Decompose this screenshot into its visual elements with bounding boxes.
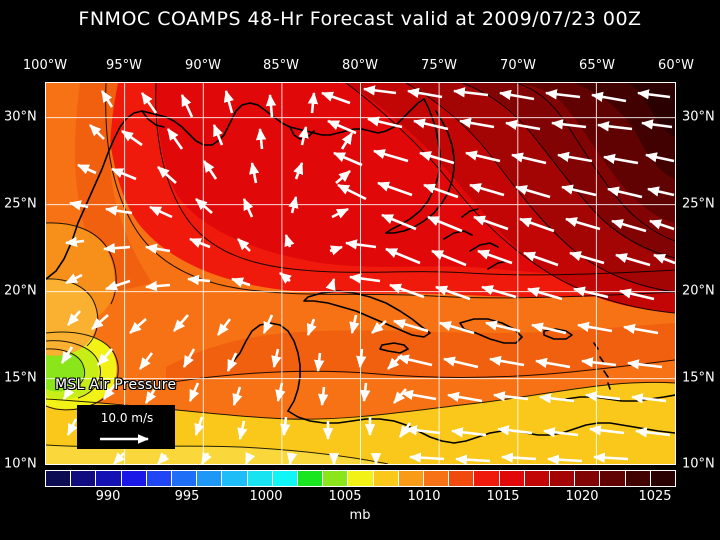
cb-tick-1005: 1005 xyxy=(328,489,362,504)
colorbar-cell xyxy=(222,471,248,486)
colorbar[interactable] xyxy=(45,470,676,487)
cb-tick-1015: 1015 xyxy=(486,489,520,504)
colorbar-cell xyxy=(298,471,324,486)
map-plot-area[interactable] xyxy=(45,82,676,465)
lat-tick-left-15n: 15°N xyxy=(4,370,37,386)
lon-tick-85w: 85°W xyxy=(263,58,299,73)
colorbar-cell xyxy=(348,471,374,486)
cb-tick-1010: 1010 xyxy=(407,489,441,504)
lat-tick-right-25n: 25°N xyxy=(682,196,715,212)
cb-tick-1025: 1025 xyxy=(638,489,672,504)
colorbar-cell xyxy=(600,471,626,486)
lon-tick-65w: 65°W xyxy=(579,58,615,73)
colorbar-cell xyxy=(449,471,475,486)
field-label: MSL Air Pressure xyxy=(55,377,177,393)
lon-tick-90w: 90°W xyxy=(185,58,221,73)
lat-tick-right-20n: 20°N xyxy=(682,283,715,299)
lon-tick-95w: 95°W xyxy=(106,58,142,73)
colorbar-cell xyxy=(272,471,299,486)
lat-tick-right-30n: 30°N xyxy=(682,109,715,125)
lat-tick-left-10n: 10°N xyxy=(4,456,37,472)
colorbar-cell xyxy=(247,471,273,486)
colorbar-cell xyxy=(71,471,97,486)
colorbar-cell xyxy=(46,471,72,486)
lon-tick-75w: 75°W xyxy=(421,58,457,73)
lon-tick-60w: 60°W xyxy=(658,58,694,73)
colorbar-units-label: mb xyxy=(349,508,371,523)
lat-tick-right-10n: 10°N xyxy=(682,456,715,472)
wind-scale-value: 10.0 m/s xyxy=(100,411,154,425)
colorbar-cell xyxy=(474,471,500,486)
lon-tick-80w: 80°W xyxy=(342,58,378,73)
colorbar-cell xyxy=(172,471,198,486)
colorbar-cell xyxy=(550,471,576,486)
colorbar-cell xyxy=(650,471,676,486)
lat-tick-left-20n: 20°N xyxy=(4,283,37,299)
cb-tick-995: 995 xyxy=(174,489,200,504)
lat-tick-left-25n: 25°N xyxy=(4,196,37,212)
pressure-field-svg xyxy=(46,83,675,464)
colorbar-cell xyxy=(121,471,147,486)
cb-tick-1000: 1000 xyxy=(249,489,283,504)
cb-tick-990: 990 xyxy=(95,489,121,504)
colorbar-cell xyxy=(499,471,525,486)
colorbar-cell xyxy=(625,471,651,486)
colorbar-cell xyxy=(373,471,399,486)
colorbar-cell xyxy=(146,471,173,486)
map-gridlines xyxy=(46,83,675,464)
page-title: FNMOC COAMPS 48-Hr Forecast valid at 200… xyxy=(78,8,642,30)
cb-tick-1020: 1020 xyxy=(565,489,599,504)
colorbar-cell xyxy=(424,471,450,486)
wind-vectors xyxy=(60,85,675,464)
lat-tick-right-15n: 15°N xyxy=(682,370,715,386)
lat-tick-left-30n: 30°N xyxy=(4,109,37,125)
colorbar-ticks: 990 995 1000 1005 1010 1015 1020 1025 xyxy=(0,489,720,507)
colorbar-cell xyxy=(398,471,425,486)
colorbar-cell xyxy=(323,471,349,486)
colorbar-cell xyxy=(96,471,122,486)
colorbar-cell xyxy=(524,471,551,486)
wind-scale-arrow-icon xyxy=(100,434,149,444)
colorbar-cell xyxy=(575,471,601,486)
wind-scale-key: 10.0 m/s xyxy=(77,405,175,449)
lon-tick-70w: 70°W xyxy=(500,58,536,73)
longitude-axis: 100°W 95°W 90°W 85°W 80°W 75°W 70°W 65°W… xyxy=(0,58,720,78)
lon-tick-100w: 100°W xyxy=(22,58,68,73)
colorbar-cell xyxy=(197,471,223,486)
